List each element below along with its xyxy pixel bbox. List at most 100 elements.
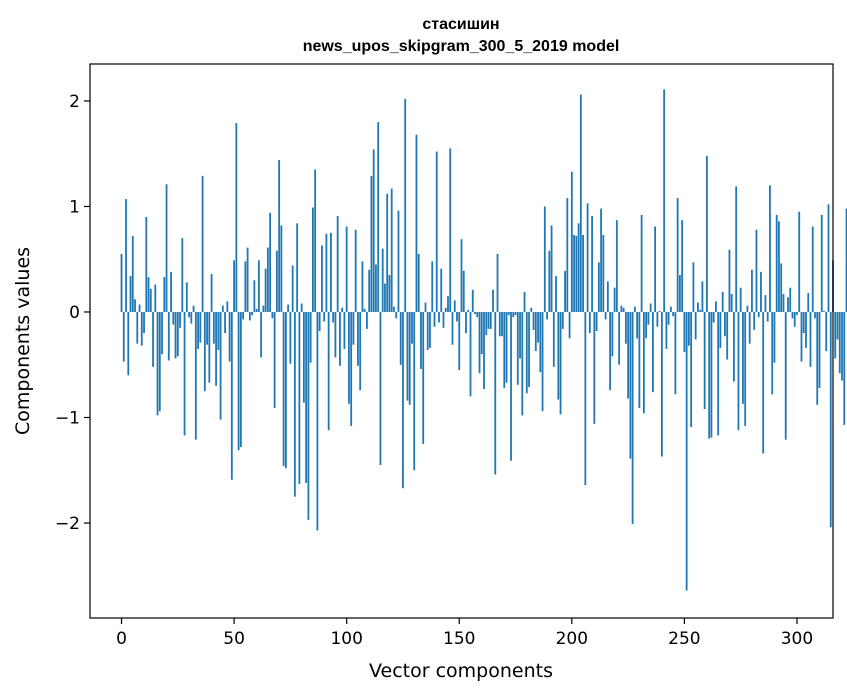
bar-157 [474, 311, 476, 315]
bar-47 [226, 301, 229, 312]
bar-196 [561, 311, 564, 329]
bar-251 [685, 311, 688, 591]
bar-134 [422, 311, 425, 444]
bar-143 [442, 311, 445, 328]
bar-145 [447, 296, 449, 312]
bar-121 [393, 306, 395, 312]
bar-180 [525, 311, 528, 394]
bar-132 [417, 253, 420, 312]
bar-322 [845, 208, 847, 312]
bar-89 [321, 245, 323, 312]
bar-16 [156, 311, 159, 416]
bar-306 [809, 311, 812, 367]
bar-86 [314, 169, 317, 312]
bar-118 [386, 193, 389, 312]
x-tick-label: 150 [443, 629, 475, 649]
bar-117 [384, 283, 386, 312]
bar-208 [588, 311, 591, 334]
bar-220 [615, 220, 618, 312]
y-tick-label: 2 [69, 92, 80, 112]
bar-34 [197, 311, 199, 349]
bar-308 [814, 311, 816, 319]
bar-272 [733, 311, 735, 382]
bar-280 [751, 269, 753, 312]
bar-90 [323, 311, 326, 322]
plot-frame [89, 63, 834, 619]
bar-314 [827, 204, 830, 312]
bar-176 [516, 311, 519, 385]
bar-235 [649, 303, 652, 312]
bar-52 [237, 311, 240, 451]
bar-49 [230, 311, 233, 480]
bar-253 [690, 311, 693, 427]
x-tick-label: 250 [668, 629, 700, 649]
bar-234 [647, 311, 650, 325]
bar-40 [210, 273, 213, 312]
bar-242 [665, 311, 668, 349]
bar-201 [573, 234, 575, 312]
bar-142 [440, 268, 443, 312]
bar-184 [534, 311, 537, 352]
bar-199 [568, 311, 571, 339]
bar-153 [465, 311, 467, 334]
x-axis-label: Vector components [369, 660, 553, 682]
bar-206 [584, 311, 587, 486]
bar-109 [366, 311, 368, 329]
bar-293 [780, 263, 783, 312]
bar-72 [282, 311, 285, 467]
bar-30 [188, 311, 190, 318]
bar-216 [606, 281, 609, 312]
bar-310 [818, 311, 821, 388]
bar-149 [456, 311, 458, 322]
bar-20 [165, 184, 168, 312]
bar-126 [404, 98, 407, 312]
bar-48 [228, 311, 231, 362]
bar-120 [390, 188, 393, 312]
bar-233 [645, 311, 648, 339]
bar-215 [604, 311, 607, 320]
bar-73 [284, 311, 287, 469]
bar-204 [579, 94, 582, 312]
bar-25 [176, 311, 179, 357]
bar-290 [773, 311, 776, 363]
bar-229 [636, 311, 639, 339]
bar-64 [264, 268, 267, 312]
bar-14 [152, 311, 154, 367]
bar-241 [663, 89, 666, 312]
bar-147 [451, 311, 454, 345]
bar-141 [438, 311, 440, 323]
bar-203 [577, 223, 580, 312]
bar-92 [327, 311, 330, 431]
bar-88 [318, 311, 321, 331]
bar-115 [379, 311, 382, 465]
bar-146 [449, 148, 452, 312]
bar-318 [836, 311, 839, 340]
bar-53 [239, 311, 242, 448]
bar-315 [829, 311, 832, 528]
bar-23 [172, 311, 175, 325]
bar-286 [764, 295, 767, 312]
bar-281 [753, 311, 756, 330]
bar-152 [462, 270, 465, 312]
bar-38 [206, 311, 208, 345]
bar-177 [519, 311, 521, 359]
bar-256 [697, 302, 699, 312]
bar-18 [161, 311, 163, 355]
x-tick-label: 100 [330, 629, 362, 649]
bar-265 [717, 311, 720, 436]
bar-296 [787, 297, 789, 312]
bar-71 [280, 225, 283, 312]
bar-46 [224, 311, 226, 334]
bar-185 [537, 311, 539, 343]
bar-174 [512, 311, 515, 318]
bar-9 [140, 311, 143, 346]
bar-259 [703, 311, 706, 410]
bar-225 [627, 311, 630, 399]
bar-68 [273, 311, 276, 409]
bar-28 [183, 311, 186, 436]
bar-151 [460, 239, 463, 312]
bar-269 [726, 311, 729, 360]
bar-27 [181, 238, 184, 312]
x-axis-ticks: 0 50 100 150 200 250 300 [116, 618, 813, 649]
bar-104 [354, 229, 357, 312]
